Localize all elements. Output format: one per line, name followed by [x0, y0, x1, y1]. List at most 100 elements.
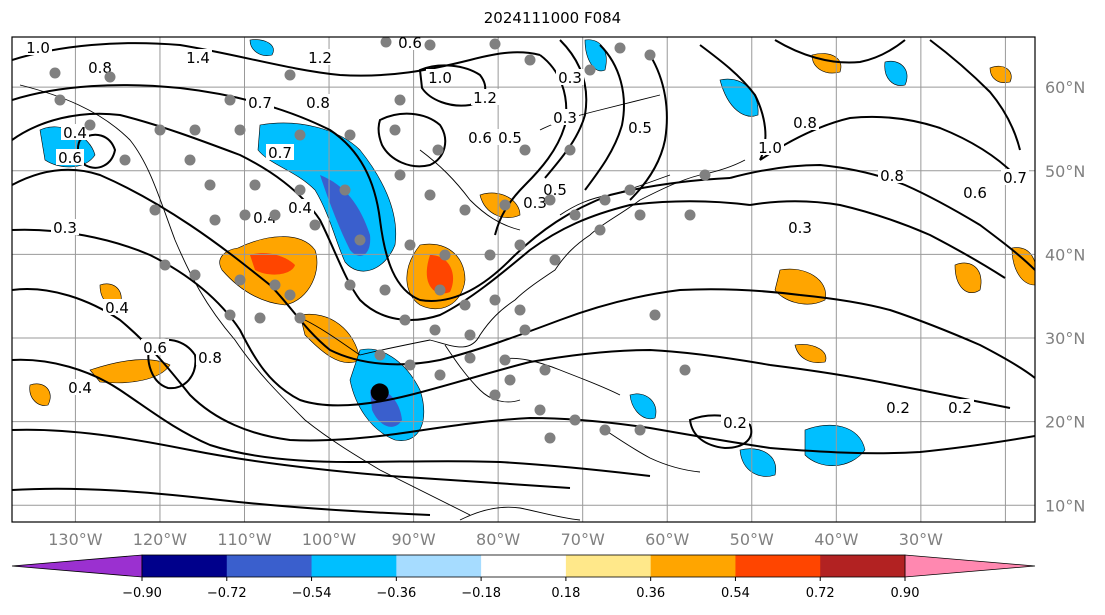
- station-dot: [569, 209, 581, 221]
- colorbar-over-extension: [904, 554, 1036, 578]
- contour-labels: 1.00.81.4 1.20.61.01.20.30.50.30.50.40.7 0…: [24, 37, 1029, 432]
- station-dot: [344, 129, 356, 141]
- station-dot: [224, 94, 236, 106]
- contour-label-background: [721, 414, 749, 430]
- lat-tick-label: 60°N: [1045, 78, 1085, 97]
- contour-label: 0.3: [558, 69, 582, 87]
- station-dot: [499, 354, 511, 366]
- lon-tick-label: 50°W: [730, 530, 774, 549]
- contour-label-background: [266, 144, 294, 160]
- contour-label: 1.0: [428, 69, 452, 87]
- station-dot: [394, 169, 406, 181]
- contour-label-background: [86, 59, 114, 75]
- contour-label-background: [196, 349, 224, 365]
- contour-label: 0.8: [88, 59, 112, 77]
- contour-label: 0.4: [288, 199, 312, 217]
- station-dot: [539, 364, 551, 376]
- station-dot: [380, 37, 392, 48]
- station-dot: [254, 312, 266, 324]
- station-dot: [184, 154, 196, 166]
- contour-label-background: [103, 299, 131, 315]
- station-dot: [234, 124, 246, 136]
- contour-label: 0.3: [53, 219, 77, 237]
- contour-label-background: [141, 339, 169, 355]
- colorbar-segment: [481, 555, 567, 577]
- station-dot: [404, 239, 416, 251]
- lon-tick-label: 130°W: [48, 530, 103, 549]
- station-dot: [514, 304, 526, 316]
- lat-tick-label: 30°N: [1045, 329, 1085, 348]
- lon-tick-label: 120°W: [133, 530, 188, 549]
- contour-label-background: [466, 129, 494, 145]
- lon-tick-label: 110°W: [217, 530, 272, 549]
- station-dot: [234, 274, 246, 286]
- contour-label-background: [791, 114, 819, 130]
- lon-tick-label: 40°W: [814, 530, 858, 549]
- station-dot: [269, 209, 281, 221]
- contour-label-background: [61, 124, 89, 140]
- colorbar-tick-label: −0.36: [376, 586, 416, 601]
- contour-label: 0.4: [63, 124, 87, 142]
- lat-tick-label: 40°N: [1045, 245, 1085, 264]
- longitude-labels: 130°W 120°W 110°W 100°W 90°W 80°W 70°W 60°W 50°W…: [48, 530, 943, 549]
- station-dot: [424, 189, 436, 201]
- station-dot: [394, 94, 406, 106]
- colorbar-tick-label: 0.36: [636, 586, 665, 601]
- contour-label: 0.5: [628, 119, 652, 137]
- station-dot: [224, 309, 236, 321]
- station-dot: [249, 179, 261, 191]
- map-background: [12, 37, 1035, 522]
- station-dot: [544, 194, 556, 206]
- colorbar-segment: [311, 555, 397, 577]
- station-dot: [459, 204, 471, 216]
- contour-label: 1.4: [186, 49, 210, 67]
- station-dot: [84, 119, 96, 131]
- colorbar: −0.90 −0.72 −0.54 −0.36 −0.18 0.18 0.36 0.54 0.7…: [11, 554, 1036, 601]
- station-dot: [404, 359, 416, 371]
- contour-label-background: [884, 399, 912, 415]
- lon-tick-label: 100°W: [302, 530, 357, 549]
- lon-tick-label: 60°W: [645, 530, 689, 549]
- colorbar-tick-label: 0.90: [891, 586, 920, 601]
- contour-label-background: [396, 37, 424, 50]
- latitude-labels: 60°N 50°N 40°N 30°N 20°N 10°N: [1045, 78, 1085, 515]
- station-dot: [149, 204, 161, 216]
- station-dot: [354, 234, 366, 246]
- contour-label: 0.8: [793, 114, 817, 132]
- contour-label-background: [286, 199, 314, 215]
- station-dot: [104, 71, 116, 83]
- station-dot: [294, 184, 306, 196]
- lon-tick-label: 70°W: [561, 530, 605, 549]
- station-dot: [284, 289, 296, 301]
- station-dot: [49, 67, 61, 79]
- station-dot: [489, 294, 501, 306]
- station-dot: [119, 154, 131, 166]
- contour-label: 0.2: [723, 414, 747, 432]
- station-dot: [584, 64, 596, 76]
- station-dot: [614, 42, 626, 54]
- colorbar-segment: [142, 555, 228, 577]
- colorbar-segment: [396, 555, 482, 577]
- station-dot: [294, 312, 306, 324]
- contour-label-background: [471, 89, 499, 105]
- colorbar-tick-label: −0.18: [461, 586, 501, 601]
- contour-label-background: [521, 194, 549, 210]
- colorbar-tick-label: 0.72: [806, 586, 835, 601]
- station-dot: [499, 199, 511, 211]
- station-dot: [594, 224, 606, 236]
- station-dot: [484, 249, 496, 261]
- contour-label-background: [551, 109, 579, 125]
- colorbar-tick-label: −0.90: [122, 586, 162, 601]
- station-dot: [154, 124, 166, 136]
- lat-tick-label: 10°N: [1045, 496, 1085, 515]
- station-dot: [564, 144, 576, 156]
- station-dot: [439, 249, 451, 261]
- contour-label: 0.6: [963, 184, 987, 202]
- colorbar-tick-label: 0.18: [551, 586, 580, 601]
- colorbar-segment: [226, 555, 313, 577]
- station-dot: [204, 179, 216, 191]
- station-dot: [534, 404, 546, 416]
- colorbar-segment: [735, 555, 821, 577]
- station-dot: [624, 184, 636, 196]
- station-dot: [294, 129, 306, 141]
